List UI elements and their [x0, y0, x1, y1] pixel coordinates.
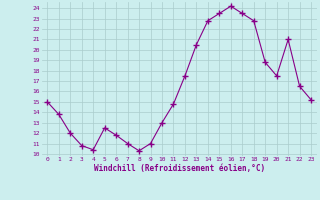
X-axis label: Windchill (Refroidissement éolien,°C): Windchill (Refroidissement éolien,°C) — [94, 164, 265, 173]
